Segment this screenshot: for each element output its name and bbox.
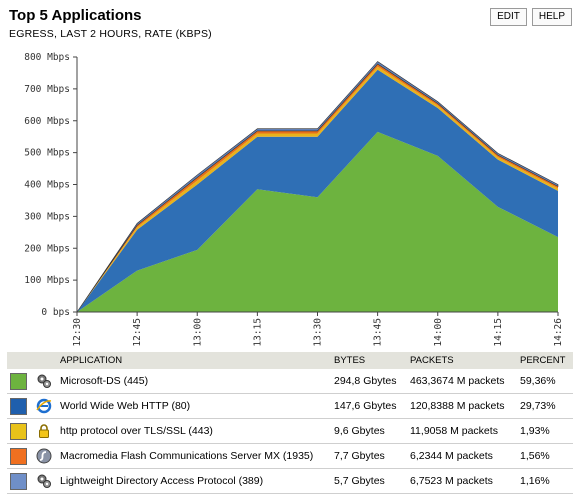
row-percent: 59,36% <box>517 369 573 394</box>
x-tick-label: 12:30 <box>72 318 83 347</box>
row-percent: 1,56% <box>517 443 573 469</box>
color-swatch <box>10 372 27 390</box>
header-packets: PACKETS <box>407 352 517 369</box>
x-tick-label: 13:15 <box>252 318 263 347</box>
row-percent: 1,93% <box>517 418 573 444</box>
y-tick-label: 0 bps <box>41 307 70 318</box>
table-row[interactable]: World Wide Web HTTP (80) 147,6 Gbytes 120,… <box>7 393 573 419</box>
y-tick-label: 600 Mbps <box>24 116 70 127</box>
row-color-cell <box>7 393 33 419</box>
series-area-4 <box>76 61 559 313</box>
row-icon-cell <box>33 418 57 444</box>
x-tick-label: 14:00 <box>433 318 444 347</box>
internet-explorer-icon <box>36 398 52 414</box>
panel-subtitle: EGRESS, LAST 2 HOURS, RATE (KBPS) <box>9 28 212 40</box>
row-packets: 11,9058 M packets <box>407 418 517 444</box>
traffic-area-chart: 0 bps 100 Mbps 200 Mbps 300 Mbps 400 Mbps 500… <box>24 52 564 347</box>
help-button[interactable]: HELP <box>531 8 572 26</box>
row-application: Microsoft-DS (445) <box>57 369 331 394</box>
row-bytes: 294,8 Gbytes <box>331 369 407 394</box>
row-bytes: 147,6 Gbytes <box>331 393 407 419</box>
x-tick-label: 14:26 <box>553 318 564 347</box>
row-application: Lightweight Directory Access Protocol (3… <box>57 468 331 494</box>
row-color-cell <box>7 468 33 494</box>
header-icon-col <box>33 352 57 369</box>
header-application: APPLICATION <box>57 352 331 369</box>
x-tick-label: 13:45 <box>373 318 384 347</box>
y-tick-label: 300 Mbps <box>24 211 70 222</box>
row-color-cell <box>7 443 33 469</box>
row-icon-cell <box>33 443 57 469</box>
x-tick-label: 13:30 <box>313 318 324 347</box>
header-bytes: BYTES <box>331 352 407 369</box>
series-area-0 <box>77 131 558 312</box>
table-row[interactable]: Macromedia Flash Communications Server M… <box>7 443 573 469</box>
y-tick-label: 200 Mbps <box>24 243 70 254</box>
row-color-cell <box>7 369 33 394</box>
row-bytes: 9,6 Gbytes <box>331 418 407 444</box>
row-bytes: 7,7 Gbytes <box>331 443 407 469</box>
row-percent: 1,16% <box>517 468 573 494</box>
row-application: Macromedia Flash Communications Server M… <box>57 443 331 469</box>
y-tick-label: 700 Mbps <box>24 84 70 95</box>
x-tick-label: 13:00 <box>192 318 203 347</box>
panel-title: Top 5 Applications <box>9 7 142 24</box>
color-swatch <box>10 397 27 415</box>
y-tick-label: 100 Mbps <box>24 275 70 286</box>
gears-icon <box>36 473 52 489</box>
row-packets: 6,7523 M packets <box>407 468 517 494</box>
header-percent: PERCENT <box>517 352 573 369</box>
flash-icon <box>36 448 52 464</box>
x-tick-label: 14:15 <box>493 318 504 347</box>
row-percent: 29,73% <box>517 393 573 419</box>
color-swatch <box>10 447 27 465</box>
panel-toolbar: EDIT HELP <box>490 8 572 26</box>
applications-table: APPLICATION BYTES PACKETS PERCENT Micros… <box>7 352 573 494</box>
table-row[interactable]: Lightweight Directory Access Protocol (3… <box>7 468 573 494</box>
y-tick-label: 400 Mbps <box>24 180 70 191</box>
row-packets: 6,2344 M packets <box>407 443 517 469</box>
row-packets: 463,3674 M packets <box>407 369 517 394</box>
row-bytes: 5,7 Gbytes <box>331 468 407 494</box>
row-icon-cell <box>33 393 57 419</box>
row-icon-cell <box>33 468 57 494</box>
lock-icon <box>36 423 52 439</box>
row-color-cell <box>7 418 33 444</box>
y-tick-label: 500 Mbps <box>24 148 70 159</box>
edit-button[interactable]: EDIT <box>490 8 527 26</box>
row-application: World Wide Web HTTP (80) <box>57 393 331 419</box>
row-application: http protocol over TLS/SSL (443) <box>57 418 331 444</box>
gears-icon <box>36 373 52 389</box>
row-icon-cell <box>33 369 57 394</box>
table-row[interactable]: http protocol over TLS/SSL (443) 9,6 Gbyt… <box>7 418 573 444</box>
y-tick-label: 800 Mbps <box>24 52 70 63</box>
table-header-row: APPLICATION BYTES PACKETS PERCENT <box>7 352 573 369</box>
series-area-1 <box>77 69 558 312</box>
color-swatch <box>10 472 27 490</box>
x-tick-label: 12:45 <box>132 318 143 347</box>
header-swatch-col <box>7 352 33 369</box>
row-packets: 120,8388 M packets <box>407 393 517 419</box>
table-row[interactable]: Microsoft-DS (445) 294,8 Gbytes 463,3674 M… <box>7 369 573 394</box>
color-swatch <box>10 422 27 440</box>
